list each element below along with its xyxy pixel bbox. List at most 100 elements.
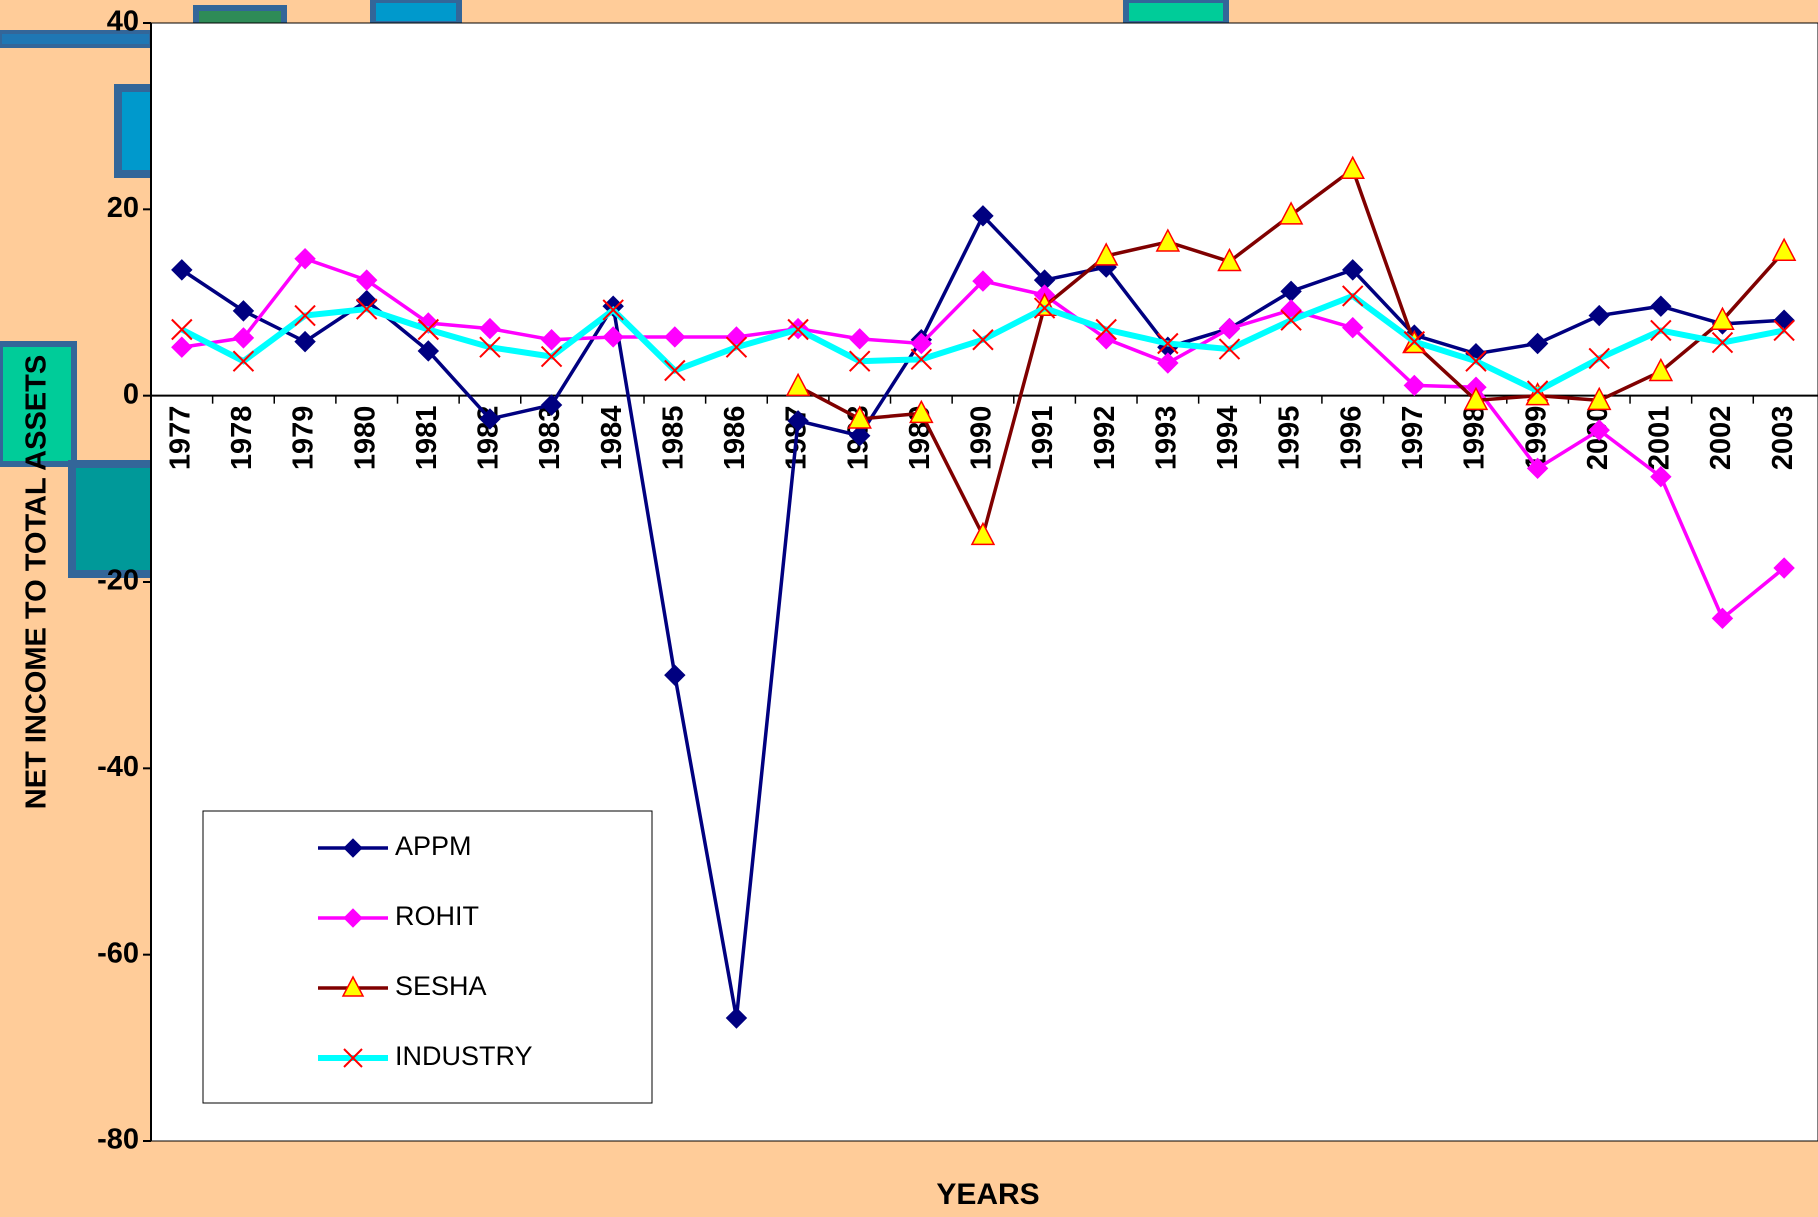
point bbox=[910, 348, 933, 371]
point bbox=[1155, 228, 1181, 252]
point bbox=[1093, 242, 1119, 266]
x-tick-label: 2002 bbox=[1705, 406, 1737, 471]
x-tick-label: 1991 bbox=[1027, 406, 1059, 471]
x-tick-label: 1995 bbox=[1274, 406, 1306, 471]
y-tick-label: 20 bbox=[107, 192, 139, 224]
x-tick-label: 2003 bbox=[1767, 406, 1799, 471]
point bbox=[1218, 338, 1241, 360]
point bbox=[1773, 557, 1795, 579]
point bbox=[1711, 331, 1734, 354]
point bbox=[1463, 386, 1489, 411]
point bbox=[787, 318, 809, 341]
point bbox=[1157, 332, 1179, 355]
point bbox=[972, 205, 994, 227]
point bbox=[540, 394, 563, 416]
point bbox=[1588, 419, 1610, 441]
point bbox=[1280, 309, 1302, 331]
point bbox=[725, 1007, 748, 1029]
point bbox=[1403, 330, 1426, 353]
legend-label: SESHA bbox=[395, 971, 487, 1001]
legend-label: ROHIT bbox=[395, 901, 479, 931]
point bbox=[294, 304, 316, 327]
x-tick-label: 1977 bbox=[164, 406, 196, 471]
x-tick-label: 1986 bbox=[719, 406, 751, 471]
point bbox=[1342, 259, 1364, 281]
point bbox=[1650, 466, 1672, 488]
point bbox=[909, 399, 934, 424]
legend bbox=[202, 810, 653, 1104]
x-tick-label: 1996 bbox=[1335, 406, 1367, 471]
point bbox=[1095, 318, 1117, 341]
point bbox=[171, 259, 193, 281]
x-tick-label: 1998 bbox=[1459, 406, 1491, 471]
legend-marker bbox=[343, 1048, 363, 1068]
y-tick-label: -60 bbox=[97, 937, 139, 969]
point bbox=[171, 318, 193, 341]
point bbox=[1526, 332, 1549, 355]
point bbox=[664, 359, 686, 382]
point bbox=[1710, 306, 1735, 330]
point bbox=[479, 317, 501, 340]
legend-marker bbox=[341, 975, 365, 997]
x-tick-label: 1983 bbox=[534, 406, 566, 471]
x-tick-label: 1997 bbox=[1397, 406, 1429, 471]
point bbox=[355, 269, 378, 291]
y-tick-label: -20 bbox=[97, 565, 139, 597]
point bbox=[479, 408, 501, 430]
x-tick-label: 1993 bbox=[1150, 406, 1182, 471]
point bbox=[1465, 350, 1487, 372]
point bbox=[540, 329, 563, 351]
x-tick-label: 2001 bbox=[1644, 406, 1676, 471]
point bbox=[294, 330, 316, 353]
point bbox=[972, 329, 994, 351]
legend-marker bbox=[343, 838, 363, 858]
point bbox=[725, 336, 748, 358]
point bbox=[417, 318, 440, 341]
point bbox=[848, 350, 871, 372]
legend-label: INDUSTRY bbox=[395, 1041, 533, 1071]
point bbox=[1588, 304, 1610, 327]
point bbox=[602, 299, 624, 321]
point bbox=[1033, 297, 1056, 319]
point bbox=[1648, 357, 1674, 382]
x-tick-label: 1985 bbox=[657, 406, 689, 471]
point bbox=[1278, 201, 1304, 225]
point bbox=[1588, 347, 1610, 370]
y-axis-title: NET INCOME TO TOTAL ASSETS bbox=[21, 355, 53, 809]
point bbox=[664, 326, 686, 348]
y-tick-label: -40 bbox=[97, 751, 139, 783]
point bbox=[294, 248, 316, 270]
point bbox=[1650, 319, 1672, 342]
point bbox=[1342, 316, 1364, 339]
point bbox=[417, 340, 440, 362]
x-axis-title: YEARS bbox=[936, 1178, 1039, 1211]
x-tick-label: 1981 bbox=[411, 406, 443, 471]
point bbox=[1217, 247, 1242, 272]
point bbox=[232, 327, 255, 349]
point bbox=[848, 328, 871, 350]
x-tick-label: 1990 bbox=[966, 406, 998, 471]
point bbox=[970, 521, 996, 546]
point bbox=[847, 405, 872, 429]
point bbox=[1711, 607, 1734, 630]
point bbox=[1403, 374, 1426, 397]
point bbox=[232, 300, 255, 322]
legend-label: APPM bbox=[395, 831, 472, 861]
y-tick-label: -80 bbox=[97, 1124, 139, 1156]
x-tick-label: 1979 bbox=[288, 406, 320, 471]
y-tick-label: 0 bbox=[123, 378, 139, 410]
legend-marker bbox=[343, 908, 363, 928]
point bbox=[171, 336, 193, 358]
point bbox=[972, 270, 994, 292]
x-tick-label: 1978 bbox=[226, 406, 258, 471]
point bbox=[848, 425, 871, 447]
point bbox=[1586, 386, 1612, 411]
point bbox=[1526, 380, 1549, 402]
point bbox=[910, 332, 933, 355]
point bbox=[1340, 155, 1365, 180]
point bbox=[1218, 317, 1241, 340]
point bbox=[1650, 295, 1672, 317]
point bbox=[1526, 457, 1549, 480]
